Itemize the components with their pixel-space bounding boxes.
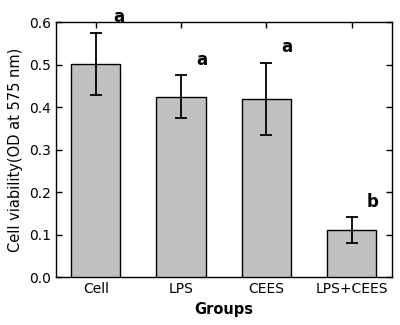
Bar xyxy=(242,99,291,277)
Text: a: a xyxy=(282,38,293,56)
Bar xyxy=(327,230,376,277)
Bar xyxy=(156,97,206,277)
Text: a: a xyxy=(196,51,208,69)
X-axis label: Groups: Groups xyxy=(194,302,253,317)
Text: b: b xyxy=(367,193,379,211)
Text: a: a xyxy=(113,8,124,26)
Bar xyxy=(71,64,120,277)
Y-axis label: Cell viability(OD at 575 nm): Cell viability(OD at 575 nm) xyxy=(8,47,23,252)
